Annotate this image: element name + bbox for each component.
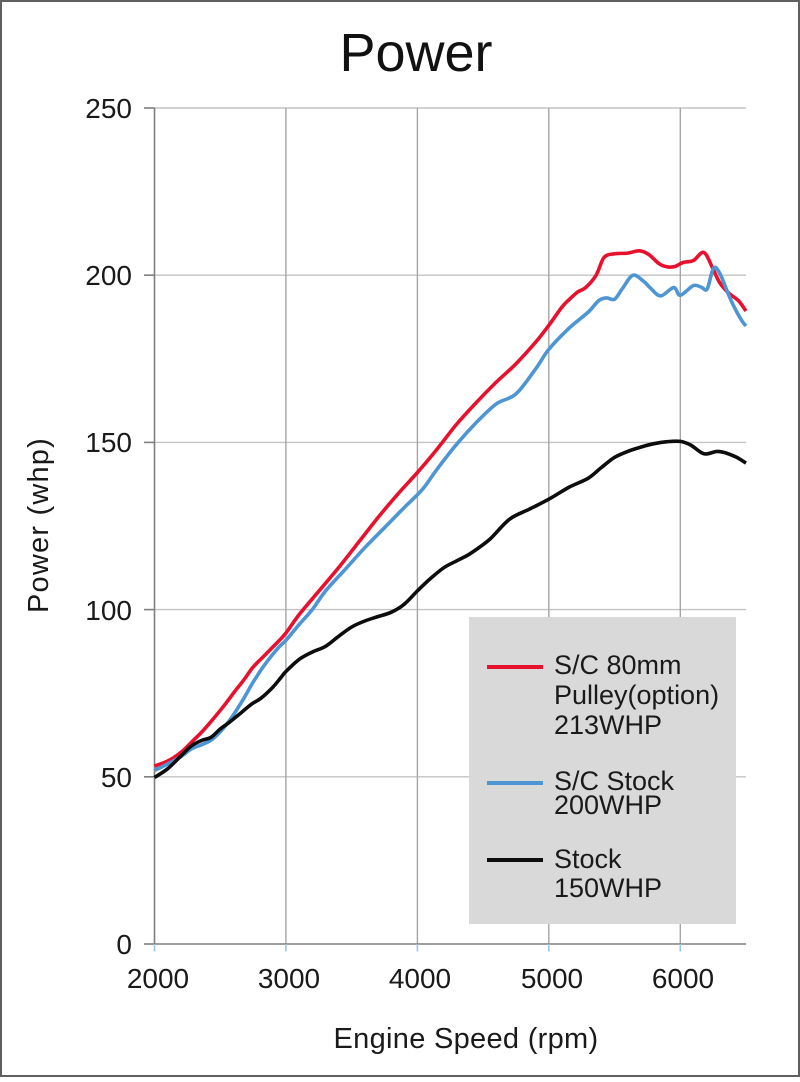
svg-text:200: 200 (85, 260, 132, 291)
svg-text:2000: 2000 (127, 963, 189, 994)
svg-text:3000: 3000 (258, 963, 320, 994)
svg-text:0: 0 (116, 929, 132, 960)
svg-text:150: 150 (85, 427, 132, 458)
svg-text:Power: Power (339, 23, 492, 83)
svg-text:50: 50 (101, 762, 132, 793)
svg-text:Stock: Stock (554, 844, 622, 874)
svg-text:200WHP: 200WHP (554, 790, 662, 820)
svg-text:4000: 4000 (389, 963, 451, 994)
svg-text:Power (whp): Power (whp) (23, 437, 55, 613)
svg-text:213WHP: 213WHP (554, 710, 662, 740)
svg-text:Pulley(option): Pulley(option) (554, 680, 719, 710)
svg-text:250: 250 (85, 93, 132, 124)
svg-text:S/C Stock: S/C Stock (554, 766, 675, 796)
svg-text:150WHP: 150WHP (554, 873, 662, 903)
svg-text:Engine Speed (rpm): Engine Speed (rpm) (334, 1023, 599, 1055)
svg-text:5000: 5000 (521, 963, 583, 994)
svg-text:S/C 80mm: S/C 80mm (554, 650, 682, 680)
svg-text:100: 100 (85, 595, 132, 626)
svg-text:6000: 6000 (652, 963, 714, 994)
